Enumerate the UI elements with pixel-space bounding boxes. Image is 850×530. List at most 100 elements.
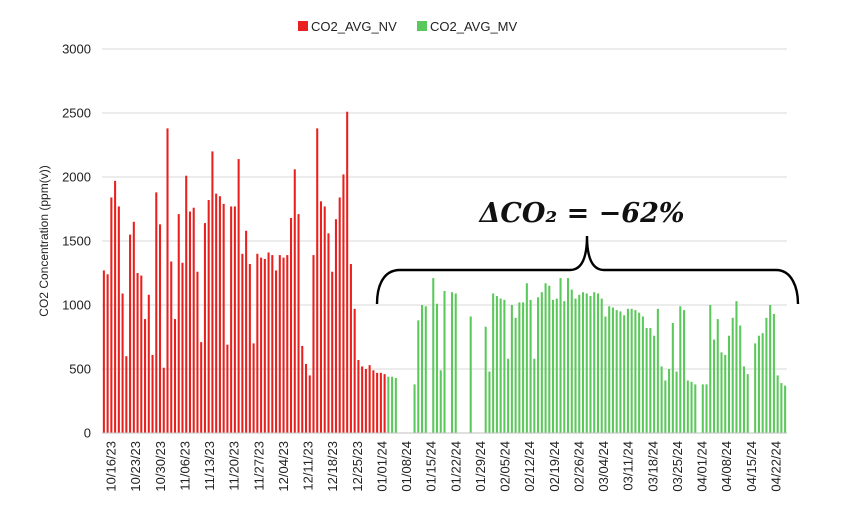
bar-co2-avg-mv bbox=[664, 380, 667, 433]
bar-co2-avg-mv bbox=[529, 299, 532, 433]
bar-co2-avg-nv bbox=[166, 128, 169, 434]
x-tick-label: 01/08/24 bbox=[399, 441, 414, 492]
bar-co2-avg-mv bbox=[552, 299, 555, 433]
bar-co2-avg-nv bbox=[110, 197, 113, 433]
bar-co2-avg-mv bbox=[540, 292, 543, 433]
bar-co2-avg-mv bbox=[709, 305, 712, 433]
x-tick-label: 04/22/24 bbox=[769, 441, 784, 492]
x-tick-label: 04/01/24 bbox=[695, 441, 710, 492]
bars bbox=[102, 111, 787, 434]
bar-co2-avg-nv bbox=[188, 211, 191, 433]
bar-co2-avg-mv bbox=[780, 383, 783, 433]
bar-co2-avg-mv bbox=[656, 308, 659, 433]
bar-co2-avg-mv bbox=[671, 322, 674, 433]
bar-co2-avg-nv bbox=[140, 275, 143, 433]
bar-co2-avg-nv bbox=[364, 369, 367, 433]
bar-co2-avg-nv bbox=[177, 214, 180, 433]
x-tick-label: 02/19/24 bbox=[547, 441, 562, 492]
bar-co2-avg-mv bbox=[507, 358, 510, 433]
x-tick-label: 12/18/23 bbox=[325, 441, 340, 492]
bar-co2-avg-mv bbox=[525, 283, 528, 433]
x-tick-label: 11/20/23 bbox=[227, 441, 242, 491]
bar-co2-avg-mv bbox=[731, 317, 734, 433]
x-tick-label: 10/16/23 bbox=[104, 441, 119, 492]
bar-co2-avg-nv bbox=[125, 356, 128, 433]
bar-co2-avg-nv bbox=[271, 255, 274, 433]
bar-co2-avg-mv bbox=[638, 312, 641, 433]
y-tick-label: 500 bbox=[69, 362, 91, 377]
bar-co2-avg-mv bbox=[443, 290, 446, 433]
bar-co2-avg-mv bbox=[690, 381, 693, 433]
bar-co2-avg-nv bbox=[144, 319, 147, 433]
bar-co2-avg-nv bbox=[162, 367, 165, 433]
bar-co2-avg-mv bbox=[567, 278, 570, 433]
x-tick-label: 10/30/23 bbox=[153, 441, 168, 492]
bar-co2-avg-nv bbox=[334, 219, 337, 433]
bar-co2-avg-mv bbox=[600, 298, 603, 433]
bar-co2-avg-nv bbox=[136, 273, 139, 433]
bar-co2-avg-mv bbox=[424, 306, 427, 433]
bar-co2-avg-mv bbox=[578, 294, 581, 433]
bar-co2-avg-nv bbox=[301, 345, 304, 433]
bar-co2-avg-nv bbox=[282, 257, 285, 433]
bar-co2-avg-nv bbox=[203, 223, 206, 433]
bar-co2-avg-nv bbox=[230, 206, 233, 433]
bar-co2-avg-nv bbox=[297, 214, 300, 433]
bar-co2-avg-mv bbox=[548, 285, 551, 433]
bar-co2-avg-mv bbox=[615, 310, 618, 433]
bar-co2-avg-nv bbox=[245, 230, 248, 433]
bar-co2-avg-mv bbox=[757, 335, 760, 433]
bar-co2-avg-nv bbox=[248, 264, 251, 433]
bar-co2-avg-mv bbox=[623, 315, 626, 433]
bar-co2-avg-mv bbox=[675, 371, 678, 433]
annotation-brace bbox=[375, 235, 800, 305]
bar-co2-avg-nv bbox=[379, 372, 382, 433]
bar-co2-avg-nv bbox=[327, 233, 330, 433]
x-tick-label: 03/04/24 bbox=[596, 441, 611, 492]
bar-co2-avg-mv bbox=[645, 328, 648, 433]
bar-co2-avg-mv bbox=[754, 343, 757, 433]
bar-co2-avg-nv bbox=[349, 264, 352, 433]
bar-co2-avg-mv bbox=[387, 376, 390, 433]
bar-co2-avg-nv bbox=[170, 261, 173, 433]
bar-co2-avg-nv bbox=[267, 252, 270, 433]
bar-co2-avg-mv bbox=[484, 326, 487, 433]
bar-co2-avg-nv bbox=[147, 294, 150, 433]
bar-co2-avg-nv bbox=[278, 255, 281, 433]
bar-co2-avg-mv bbox=[626, 308, 629, 433]
bar-co2-avg-nv bbox=[207, 200, 210, 433]
legend-swatch-co2-avg-nv bbox=[298, 21, 308, 31]
bar-co2-avg-mv bbox=[499, 298, 502, 433]
x-tick-label: 11/06/23 bbox=[177, 441, 192, 491]
x-tick-label: 01/22/24 bbox=[448, 441, 463, 492]
bar-co2-avg-mv bbox=[439, 370, 442, 433]
bar-co2-avg-mv bbox=[772, 313, 775, 433]
bar-co2-avg-nv bbox=[196, 271, 199, 433]
bar-co2-avg-nv bbox=[132, 221, 135, 433]
bar-co2-avg-nv bbox=[342, 174, 345, 433]
y-tick-label: 2500 bbox=[62, 106, 91, 121]
bar-co2-avg-nv bbox=[361, 366, 364, 433]
bar-co2-avg-nv bbox=[256, 253, 259, 433]
bar-co2-avg-mv bbox=[432, 278, 435, 433]
bar-co2-avg-nv bbox=[263, 258, 266, 433]
bar-co2-avg-nv bbox=[233, 206, 236, 433]
bar-co2-avg-mv bbox=[581, 292, 585, 433]
y-axis-ticks: 0 500 1000 1500 2000 2500 3000 bbox=[62, 42, 91, 441]
bar-co2-avg-mv bbox=[608, 306, 611, 433]
bar-co2-avg-mv bbox=[604, 316, 607, 433]
bar-co2-avg-nv bbox=[241, 253, 244, 433]
bar-co2-avg-nv bbox=[275, 270, 278, 433]
bar-co2-avg-nv bbox=[114, 180, 117, 433]
bar-co2-avg-mv bbox=[701, 384, 704, 433]
bar-co2-avg-mv bbox=[563, 301, 566, 433]
bar-co2-avg-mv bbox=[589, 296, 592, 433]
bar-co2-avg-nv bbox=[218, 196, 221, 433]
bar-co2-avg-mv bbox=[394, 377, 397, 433]
x-tick-label: 03/25/24 bbox=[670, 441, 685, 492]
bar-co2-avg-nv bbox=[312, 255, 315, 433]
bar-co2-avg-mv bbox=[492, 293, 495, 433]
bar-co2-avg-mv bbox=[518, 302, 521, 433]
bar-co2-avg-mv bbox=[544, 283, 547, 433]
x-tick-label: 02/05/24 bbox=[498, 441, 513, 492]
